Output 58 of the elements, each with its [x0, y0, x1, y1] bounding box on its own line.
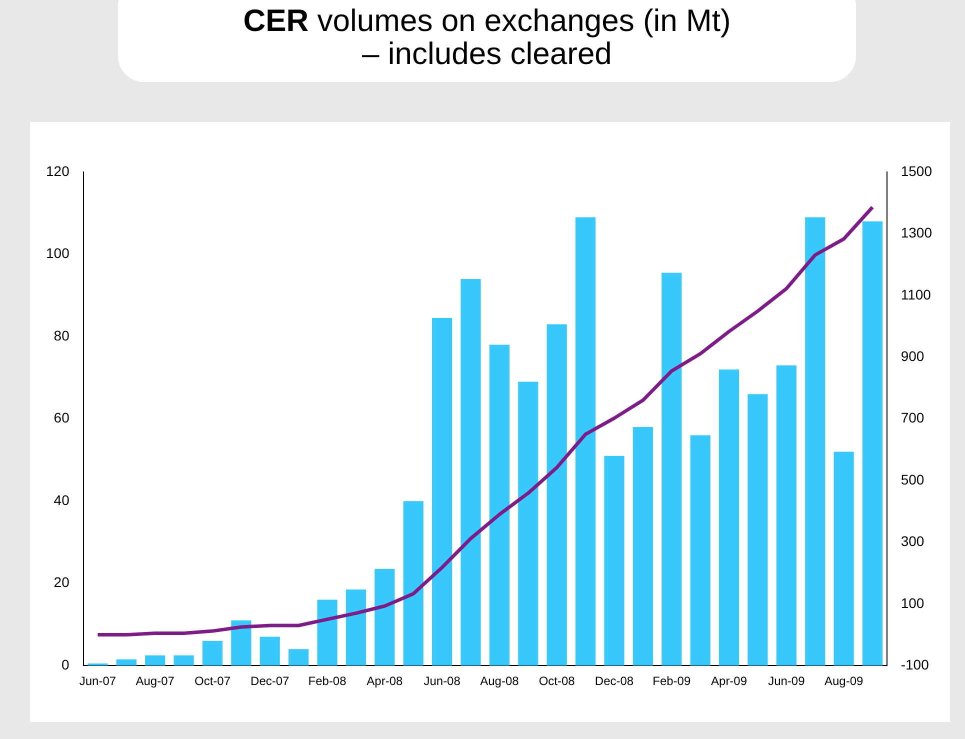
bar: [231, 620, 252, 666]
y2-tick-label: 500: [900, 471, 924, 488]
bar: [145, 655, 166, 666]
bar: [174, 655, 194, 666]
x-tick-label: Feb-08: [308, 674, 347, 688]
y-tick-label: 80: [54, 327, 70, 344]
bar: [432, 318, 452, 666]
y-tick-label: 100: [46, 245, 70, 262]
y2-tick-label: 300: [900, 533, 924, 550]
chart-title: CER volumes on exchanges (in Mt) – includes cleared: [242, 3, 732, 71]
x-tick-label: Jun-07: [79, 674, 116, 688]
bar: [805, 217, 826, 666]
bar: [116, 659, 136, 666]
bar: [403, 501, 424, 666]
bar: [776, 365, 796, 666]
y2-tick-label: 100: [900, 594, 924, 611]
x-tick-label: Dec-08: [594, 674, 634, 688]
bar: [862, 221, 883, 666]
bar: [202, 640, 223, 666]
x-tick-label: Aug-09: [824, 674, 864, 688]
x-tick-label: Apr-08: [366, 674, 403, 688]
bar: [690, 435, 710, 666]
y-tick-label: 60: [54, 410, 70, 426]
y-tick-label: 120: [46, 162, 70, 179]
bar: [288, 649, 309, 666]
y-tick-label: 20: [54, 574, 70, 590]
x-tick-label: Aug-07: [136, 674, 175, 688]
x-tick-label: Oct-08: [538, 674, 576, 688]
x-tick-label: Jun-08: [424, 674, 461, 688]
y2-tick-label: 900: [900, 348, 924, 364]
bar: [489, 344, 510, 666]
y2-tick-label: 1500: [900, 162, 932, 179]
y2-tick-label: 1100: [900, 286, 932, 302]
bar: [346, 590, 366, 666]
bar: [546, 324, 567, 666]
x-tick-label: Dec-07: [250, 674, 290, 688]
bar: [460, 278, 481, 666]
bar: [632, 427, 653, 666]
x-tick-label: Aug-08: [480, 674, 520, 688]
bar: [576, 217, 596, 666]
x-tick-label: Apr-09: [711, 674, 748, 688]
y-tick-label: 40: [54, 492, 70, 508]
bar: [718, 369, 740, 666]
x-tick-label: Feb-09: [652, 674, 691, 688]
y2-tick-label: -100: [900, 656, 930, 672]
y2-tick-label: 1300: [900, 224, 932, 241]
bar: [518, 382, 538, 666]
bar: [662, 272, 682, 666]
bar: [374, 568, 395, 666]
bar: [748, 394, 768, 666]
y2-tick-label: 700: [900, 410, 924, 426]
x-tick-label: Jun-09: [768, 674, 806, 688]
bar: [317, 600, 338, 666]
x-tick-label: Oct-07: [194, 674, 231, 688]
bar: [260, 636, 280, 666]
y-tick-label: 0: [62, 656, 70, 672]
bar: [834, 452, 854, 666]
bar: [604, 456, 624, 666]
